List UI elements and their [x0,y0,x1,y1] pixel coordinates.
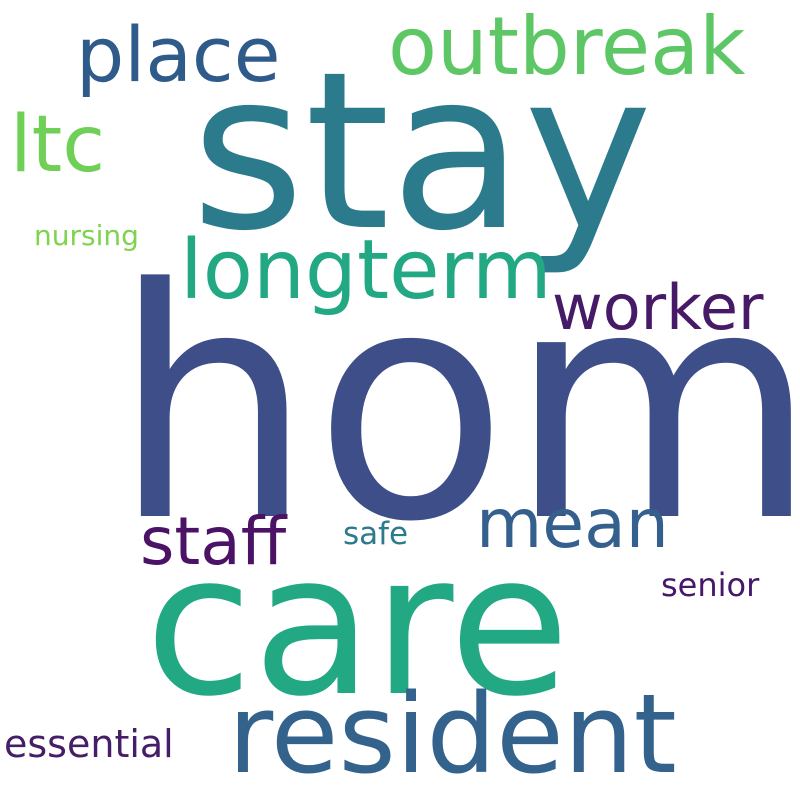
word-care: care [145,512,570,740]
word-stay: stay [191,26,653,279]
word-outbreak: outbreak [388,0,746,93]
word-essential: essential [4,722,174,766]
word-staff: staff [140,503,287,580]
word-nursing: nursing [34,219,139,252]
word-safe: safe [343,516,409,552]
word-mean: mean [476,485,669,564]
word-ltc: ltc [10,100,106,190]
word-worker: worker [552,271,764,344]
word-resident: resident [228,670,677,798]
word-home: home [112,221,800,591]
word-longterm: longterm [180,223,552,318]
word-place: place [76,10,281,99]
word-senior: senior [661,566,760,604]
